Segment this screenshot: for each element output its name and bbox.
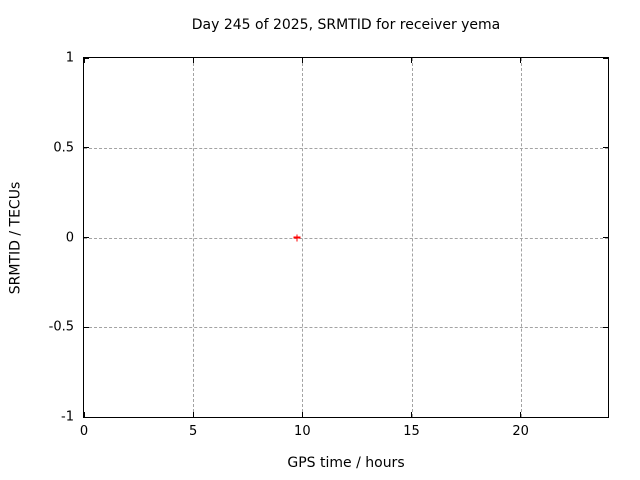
x-tick-mark-top: [83, 58, 85, 63]
plot-area: 0 5 10 15 20 1 0.5 0 -0.5 -1: [49, 51, 609, 439]
y-gridline: [84, 327, 608, 329]
x-tick-label: 15: [403, 424, 420, 439]
y-tick-label: -1: [61, 409, 74, 425]
marker-vertical-stroke: [296, 234, 298, 241]
y-tick-mark-left: [84, 237, 89, 238]
x-tick-mark-bottom: [192, 412, 194, 417]
chart-title: Day 245 of 2025, SRMTID for receiver yem…: [191, 17, 501, 33]
data-point-marker: [293, 234, 301, 241]
y-tick-mark-left: [84, 147, 89, 149]
x-tick-label: 0: [79, 424, 89, 439]
x-tick-mark-bottom: [411, 412, 412, 417]
y-tick-mark-left: [84, 57, 89, 59]
y-tick-label: 0.5: [53, 140, 74, 156]
y-tick-mark-right: [603, 326, 608, 328]
x-tick-mark-top: [301, 58, 303, 63]
y-tick-mark-right: [603, 147, 608, 149]
y-axis-label-container: SRMTID / TECUs: [0, 57, 30, 418]
y-tick-mark-left: [84, 326, 89, 328]
y-tick-label: -0.5: [48, 319, 74, 335]
x-tick-label: 20: [512, 424, 529, 439]
y-gridline: [84, 237, 608, 239]
y-tick-label: 0: [65, 230, 74, 245]
x-tick-mark-bottom: [83, 412, 85, 417]
x-tick-label: 5: [189, 424, 198, 439]
y-tick-label: 1: [65, 50, 74, 66]
x-axis-label: GPS time / hours: [287, 455, 405, 471]
x-tick-mark-top: [411, 58, 412, 63]
x-tick-mark-top: [520, 58, 522, 63]
y-axis-label: SRMTID / TECUs: [7, 181, 23, 294]
x-tick-mark-bottom: [301, 412, 303, 417]
y-tick-mark-right: [603, 237, 608, 238]
y-gridline: [84, 147, 608, 149]
x-tick-label: 10: [294, 424, 311, 439]
y-tick-mark-right: [603, 416, 608, 418]
x-tick-mark-top: [192, 58, 194, 63]
y-tick-mark-left: [84, 416, 89, 418]
x-tick-mark-bottom: [520, 412, 522, 417]
y-tick-mark-right: [603, 57, 608, 59]
